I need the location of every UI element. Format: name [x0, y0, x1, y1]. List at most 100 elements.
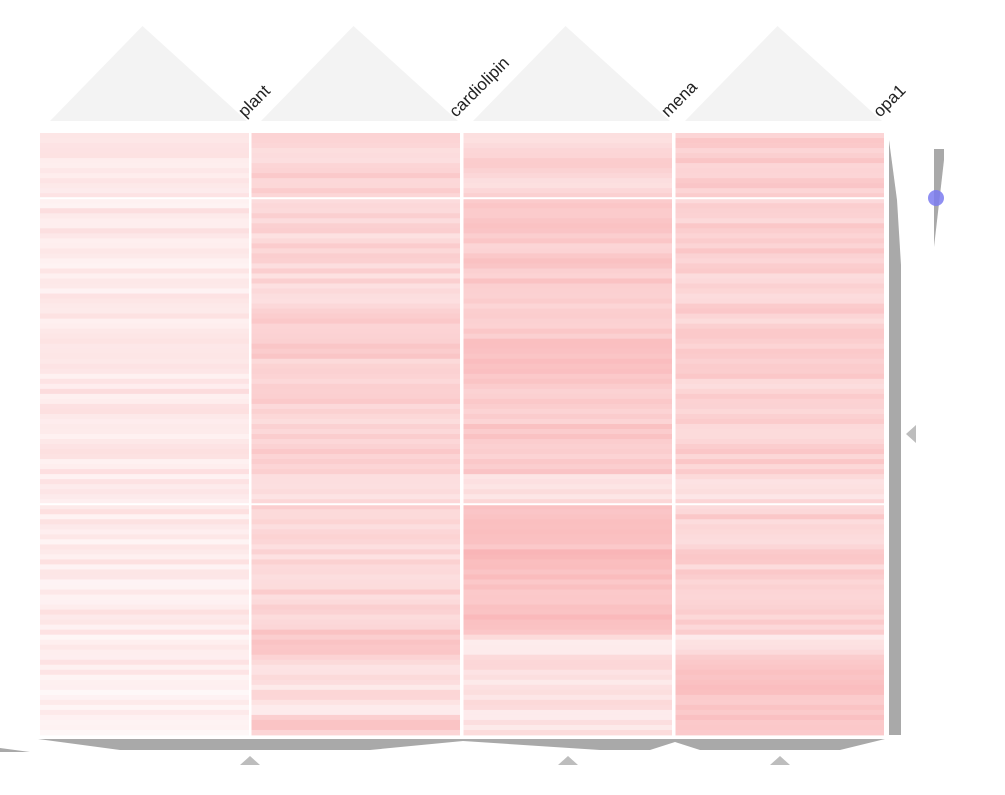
heatmap-cell	[251, 138, 460, 144]
heatmap-cell	[251, 564, 460, 570]
heatmap-cell	[251, 308, 460, 314]
heatmap-cell	[675, 343, 884, 350]
legend-slider-handle[interactable]	[928, 190, 944, 206]
heatmap-cell	[40, 418, 249, 425]
heatmap-cell	[675, 539, 884, 545]
heatmap-cell	[463, 649, 672, 656]
heatmap-cell	[251, 248, 460, 254]
heatmap-cell	[463, 594, 672, 600]
heatmap-cell	[251, 178, 460, 184]
heatmap-cell	[463, 363, 672, 370]
heatmap-cell	[251, 368, 460, 375]
column-separator	[249, 131, 252, 738]
heatmap-cell	[463, 228, 672, 234]
heatmap-cell	[675, 599, 884, 605]
heatmap-cell	[463, 213, 672, 219]
heatmap-cell	[251, 469, 460, 475]
heatmap-cell	[675, 193, 884, 199]
heatmap-cell	[675, 594, 884, 600]
heatmap-cell	[251, 273, 460, 279]
heatmap-cell	[40, 343, 249, 350]
heatmap-cell	[251, 549, 460, 555]
heatmap-cell	[463, 358, 672, 365]
heatmap-cell	[463, 343, 672, 350]
heatmap-cell	[40, 524, 249, 530]
heatmap-cell	[675, 298, 884, 304]
heatmap-cell	[251, 579, 460, 585]
heatmap-cell	[675, 639, 884, 646]
heatmap-cell	[675, 213, 884, 219]
heatmap-cell	[40, 158, 249, 164]
heatmap-cell	[463, 298, 672, 304]
column-header-cap-mena	[473, 26, 670, 121]
heatmap-cell	[463, 579, 672, 585]
heatmap-cell	[675, 323, 884, 330]
heatmap-cell	[675, 333, 884, 340]
heatmap-cell	[251, 624, 460, 631]
heatmap-cell	[675, 574, 884, 580]
heatmap-cell	[675, 273, 884, 279]
heatmap-cell	[40, 188, 249, 194]
heatmap-cell	[251, 163, 460, 169]
heatmap-cell	[251, 709, 460, 716]
heatmap-cell	[675, 499, 884, 505]
heatmap-cell	[251, 729, 460, 736]
heatmap-cell	[40, 439, 249, 445]
color-legend[interactable]	[928, 149, 944, 247]
heatmap-cell	[40, 348, 249, 355]
heatmap-cell	[40, 614, 249, 621]
heatmap-cell	[251, 574, 460, 580]
heatmap-cell	[251, 519, 460, 525]
heatmap-cell	[463, 383, 672, 390]
heatmap-cell	[40, 388, 249, 395]
heatmap-cell	[675, 674, 884, 681]
column-separator	[461, 131, 464, 738]
heatmap-cell	[251, 559, 460, 565]
heatmap-cell	[40, 358, 249, 365]
heatmap-cell	[40, 178, 249, 184]
heatmap-cell	[463, 549, 672, 555]
heatmap-cell	[40, 709, 249, 716]
heatmap-cell	[251, 313, 460, 320]
heatmap-cell	[675, 449, 884, 455]
heatmap-cell	[251, 459, 460, 465]
heatmap-cell	[40, 173, 249, 179]
heatmap-cell	[251, 253, 460, 259]
heatmap-cell	[40, 283, 249, 289]
heatmap-cell	[675, 278, 884, 284]
heatmap-cell	[463, 338, 672, 345]
heatmap-cell	[463, 624, 672, 631]
heatmap-cell	[40, 218, 249, 224]
heatmap-cell	[463, 534, 672, 540]
heatmap-cell	[463, 398, 672, 405]
heatmap-cell	[463, 664, 672, 671]
heatmap-cell	[40, 228, 249, 234]
heatmap-cell	[675, 243, 884, 249]
heatmap-cell	[251, 599, 460, 605]
heatmap-cell	[463, 263, 672, 269]
heatmap-cell	[675, 709, 884, 716]
heatmap-cell	[251, 509, 460, 515]
heatmap-cell	[675, 293, 884, 299]
heatmap-cell	[251, 183, 460, 189]
heatmap-cell	[251, 479, 460, 485]
heatmap-cell	[675, 444, 884, 450]
heatmap-cell	[251, 529, 460, 535]
heatmap-cell	[251, 474, 460, 480]
heatmap-cell	[675, 353, 884, 360]
heatmap-cell	[40, 694, 249, 701]
heatmap-cell	[40, 499, 249, 505]
heatmap-cell	[463, 504, 672, 510]
heatmap-cell	[251, 243, 460, 249]
heatmap-cell	[675, 684, 884, 691]
heatmap-cell	[463, 559, 672, 565]
heatmap-cell	[251, 484, 460, 490]
heatmap-cell	[463, 574, 672, 580]
heatmap-cell	[675, 589, 884, 595]
heatmap-cell	[251, 489, 460, 495]
heatmap-cell	[40, 649, 249, 656]
heatmap-cell	[40, 589, 249, 595]
heatmap-cell	[675, 624, 884, 631]
heatmap-cell	[463, 403, 672, 410]
heatmap-cell	[40, 403, 249, 410]
